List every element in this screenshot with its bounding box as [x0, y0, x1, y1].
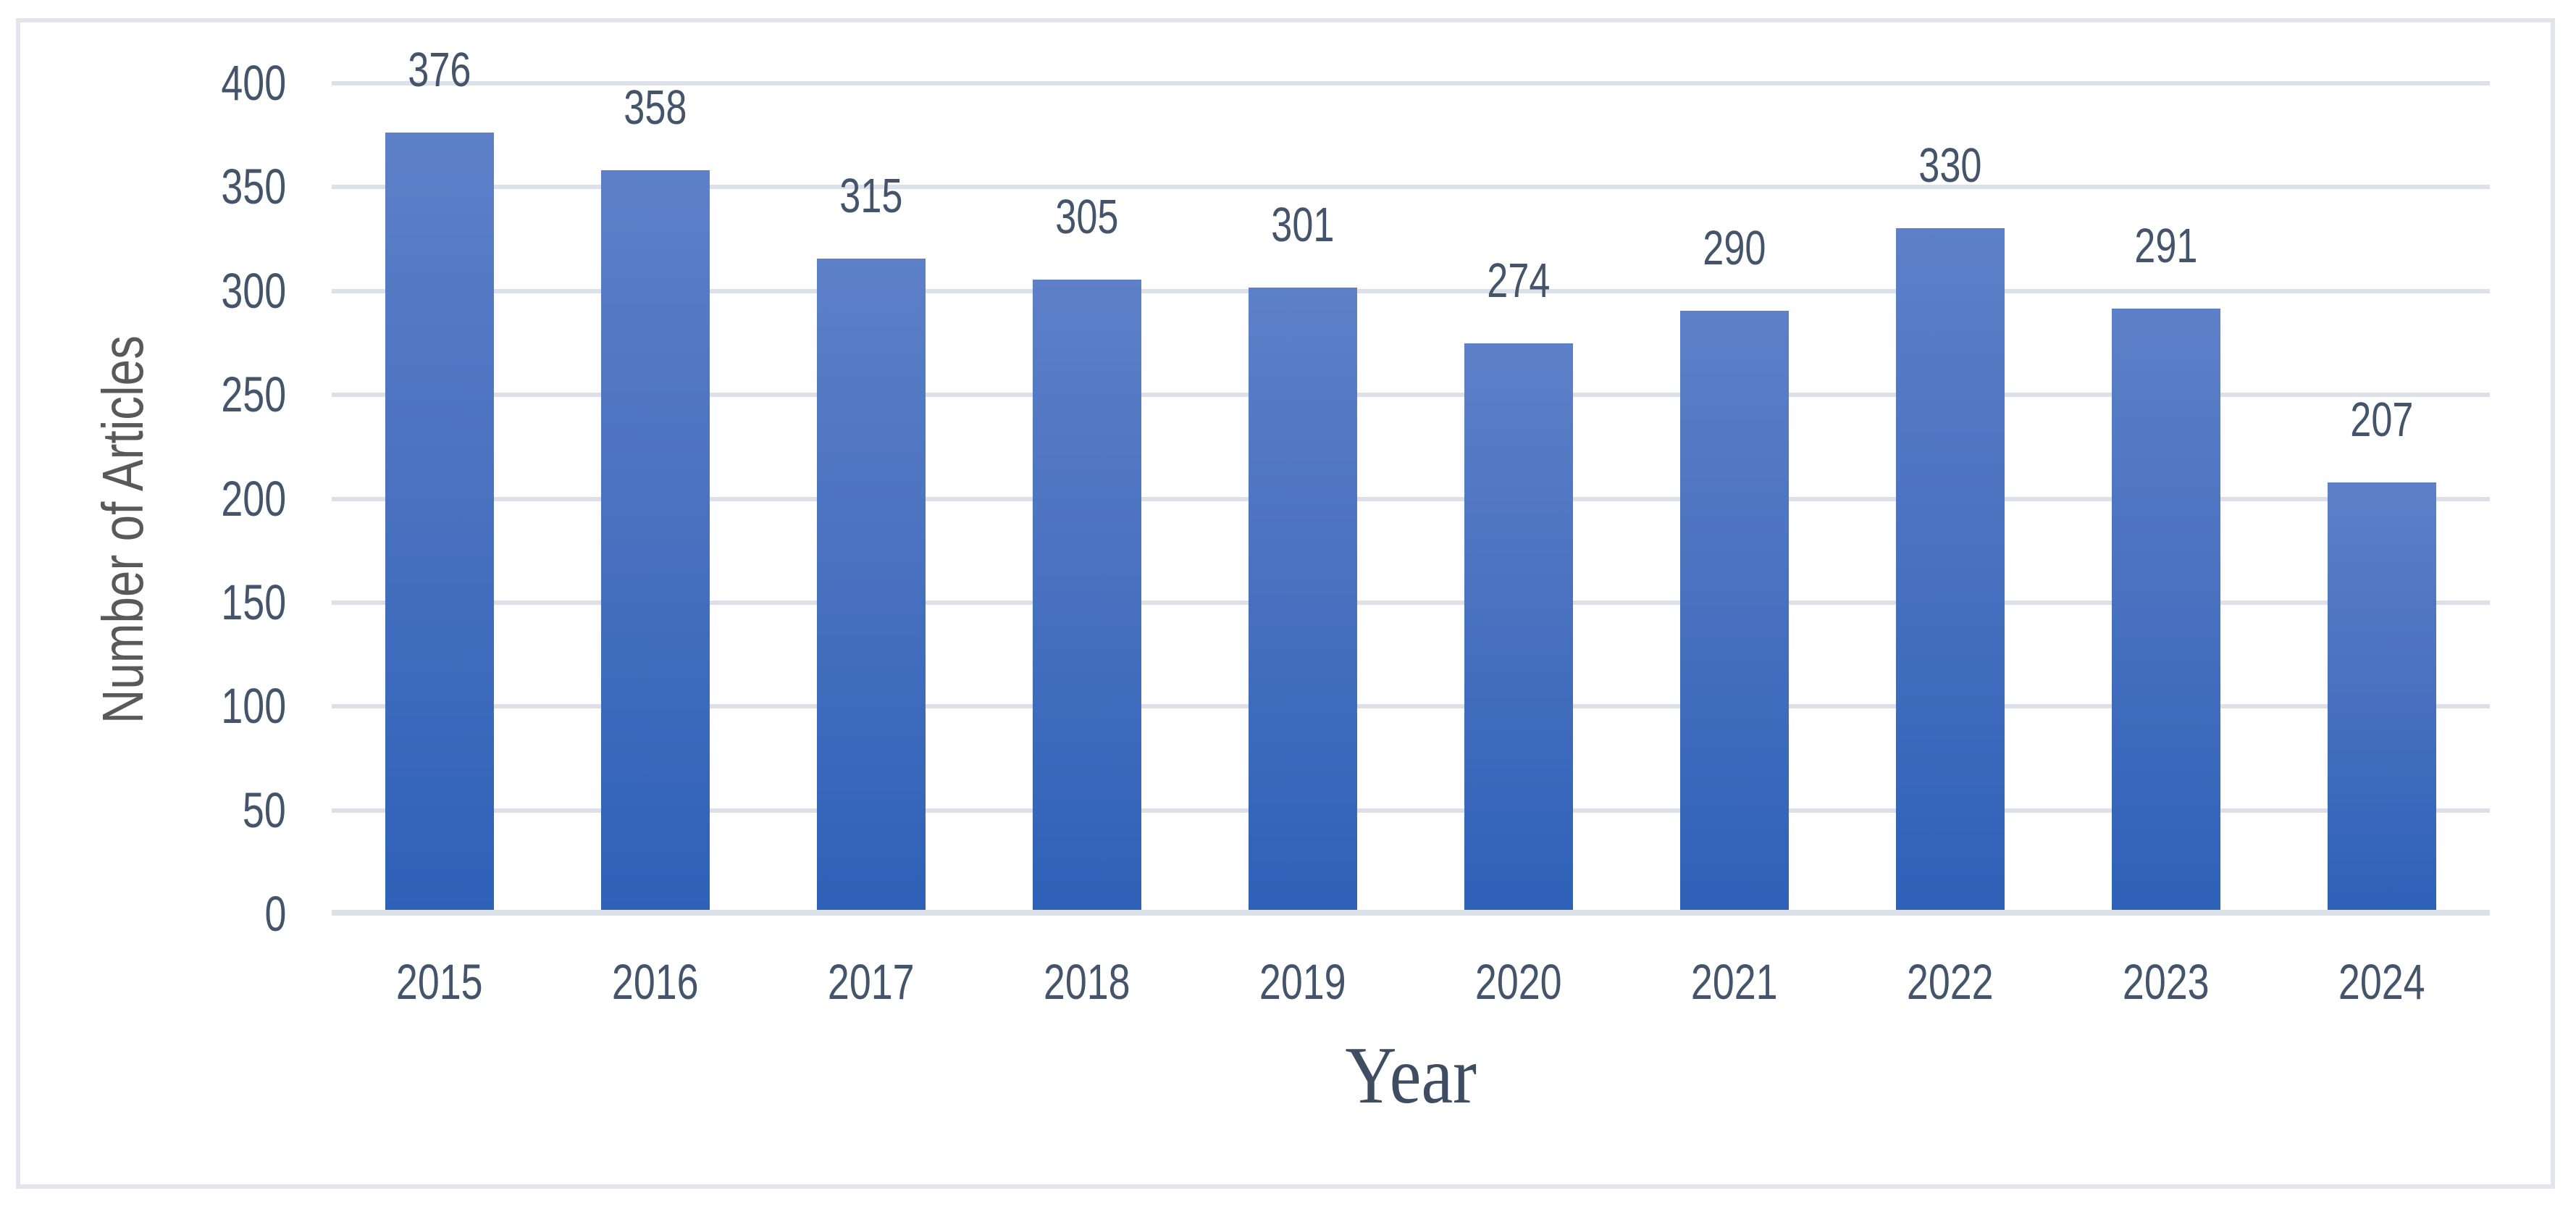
y-axis-title: Number of Articles — [90, 173, 156, 886]
x-tick-label-2018: 2018 — [1044, 954, 1130, 1010]
y-tick-label-0: 0 — [264, 886, 286, 942]
gridline-300 — [332, 288, 2490, 293]
x-tick-label-2016: 2016 — [612, 954, 699, 1010]
bar-2016 — [601, 170, 710, 910]
y-tick-label-100: 100 — [221, 678, 286, 735]
bar-2021 — [1680, 311, 1789, 910]
x-tick-label-2024: 2024 — [2338, 954, 2425, 1010]
y-tick-label-200: 200 — [221, 470, 286, 527]
x-axis-line — [332, 910, 2490, 916]
bar-2017 — [817, 259, 926, 910]
data-label-2020: 274 — [1487, 254, 1551, 308]
gridline-350 — [332, 185, 2490, 190]
data-label-2016: 358 — [624, 80, 687, 135]
y-tick-label-50: 50 — [243, 782, 286, 838]
bar-2024 — [2328, 482, 2436, 910]
x-axis-title: Year — [332, 1029, 2490, 1123]
x-tick-label-2017: 2017 — [828, 954, 915, 1010]
y-tick-label-350: 350 — [221, 159, 286, 215]
bar-2022 — [1896, 228, 2005, 910]
data-label-2018: 305 — [1055, 190, 1119, 244]
gridline-200 — [332, 496, 2490, 501]
data-label-2021: 290 — [1703, 221, 1766, 275]
bar-2023 — [2112, 309, 2220, 910]
x-tick-label-2022: 2022 — [1907, 954, 1994, 1010]
gridline-150 — [332, 600, 2490, 605]
gridline-50 — [332, 808, 2490, 813]
data-label-2024: 207 — [2350, 393, 2414, 447]
bar-2020 — [1464, 343, 1573, 910]
y-tick-label-250: 250 — [221, 367, 286, 423]
bar-2019 — [1249, 288, 1357, 910]
x-tick-label-2019: 2019 — [1259, 954, 1346, 1010]
data-label-2015: 376 — [408, 43, 471, 97]
x-tick-label-2015: 2015 — [396, 954, 483, 1010]
y-tick-label-400: 400 — [221, 55, 286, 111]
bar-2018 — [1033, 280, 1141, 910]
x-tick-label-2021: 2021 — [1691, 954, 1778, 1010]
data-label-2017: 315 — [839, 169, 903, 223]
x-tick-label-2023: 2023 — [2123, 954, 2210, 1010]
gridline-400 — [332, 81, 2490, 85]
x-tick-label-2020: 2020 — [1475, 954, 1562, 1010]
data-label-2019: 301 — [1271, 198, 1335, 252]
y-tick-label-300: 300 — [221, 262, 286, 319]
y-tick-label-150: 150 — [221, 574, 286, 630]
gridline-100 — [332, 704, 2490, 709]
y-axis-title-text: Number of Articles — [91, 335, 155, 724]
data-label-2022: 330 — [1918, 138, 1982, 193]
x-axis-title-text: Year — [1345, 1031, 1477, 1121]
gridline-250 — [332, 393, 2490, 398]
data-label-2023: 291 — [2134, 219, 2198, 273]
bar-2015 — [385, 133, 494, 910]
